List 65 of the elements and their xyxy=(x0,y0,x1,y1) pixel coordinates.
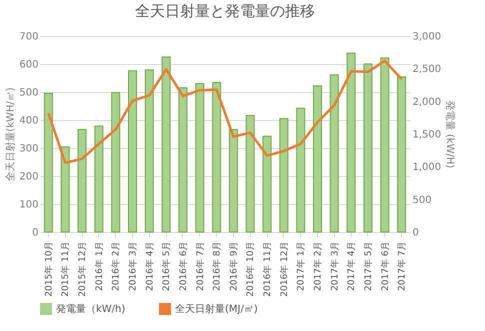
bar xyxy=(380,57,390,232)
x-tick-label: 2016年 6月 xyxy=(178,242,189,291)
y2-tick-label: 1,000 xyxy=(412,162,442,174)
y-tick-label: 600 xyxy=(19,60,38,70)
x-tick-label: 2016年 2月 xyxy=(110,242,122,291)
bar xyxy=(279,118,288,232)
x-tick-label: 2016年 4月 xyxy=(144,242,156,291)
bar xyxy=(346,52,356,232)
y2-tick-label: 2,000 xyxy=(412,96,442,108)
x-tick-label: 2016年 3月 xyxy=(128,242,138,291)
bar xyxy=(195,83,204,232)
line-series xyxy=(47,60,403,164)
x-tick-label: 2016年 1月 xyxy=(94,242,105,291)
x-tick-label: 2016年 11月 xyxy=(262,242,274,297)
legend-label: 全天日射量(MJ/㎡) xyxy=(175,303,258,315)
x-tick-label: 2017年 4月 xyxy=(346,242,358,291)
y2-tick-label: 3,000 xyxy=(412,32,442,42)
x-tick-label: 2015年 10月 xyxy=(43,242,54,297)
x-tick-label: 2016年 5月 xyxy=(161,242,172,291)
bar xyxy=(363,64,372,232)
bar xyxy=(144,69,154,232)
y-tick-label: 400 xyxy=(19,116,38,126)
x-tick-label: 2016年 8月 xyxy=(212,242,223,291)
legend-label: 発電量（kW/h) xyxy=(56,304,126,315)
y2-tick-label: 1,500 xyxy=(412,130,442,140)
y-tick-label: 0 xyxy=(32,228,38,238)
y2-axis-title: 発電量 (kW/H) xyxy=(444,100,456,168)
y-tick-label: 500 xyxy=(19,88,38,98)
y-axis-title: 全天日射量(kWH/㎡) xyxy=(4,87,16,182)
bar xyxy=(60,146,70,232)
bar xyxy=(296,108,306,232)
x-tick-label: 2015年 11月 xyxy=(60,242,72,297)
x-tick-label: 2017年 1月 xyxy=(296,242,307,291)
bar xyxy=(228,129,238,232)
x-tick-label: 2016年 12月 xyxy=(278,242,290,297)
x-tick-label: 2017年 3月 xyxy=(329,242,340,291)
bar xyxy=(178,87,188,232)
bar xyxy=(111,92,120,232)
x-tick-label: 2016年 7月 xyxy=(194,242,206,291)
bar xyxy=(78,129,87,232)
y-tick-label: 200 xyxy=(19,172,38,182)
y-tick-label: 700 xyxy=(19,32,38,42)
bar xyxy=(246,115,255,232)
x-tick-label: 2017年 7月 xyxy=(396,242,408,291)
x-tick-label: 2017年 6月 xyxy=(380,242,391,291)
bar xyxy=(313,85,322,232)
x-tick-label: 2016年 10月 xyxy=(245,242,256,297)
y-tick-label: 300 xyxy=(19,144,38,154)
y-tick-label: 100 xyxy=(19,200,38,210)
chart-title: 全天日射量と発電量の推移 xyxy=(135,2,315,20)
y2-tick-label: 0 xyxy=(412,228,419,238)
bar xyxy=(212,82,222,232)
x-tick-label: 2017年 2月 xyxy=(312,242,324,291)
x-tick-label: 2016年 9月 xyxy=(228,242,240,291)
x-tick-label: 2015年 12月 xyxy=(77,242,88,297)
bar xyxy=(330,74,339,232)
y2-tick-label: 2,500 xyxy=(412,64,442,76)
bar xyxy=(94,126,104,232)
y2-tick-label: 500 xyxy=(412,194,432,206)
bar xyxy=(128,70,137,232)
x-tick-label: 2017年 5月 xyxy=(362,242,374,291)
bar xyxy=(262,136,272,232)
bar xyxy=(397,76,406,232)
bar xyxy=(162,56,171,232)
bar xyxy=(44,92,53,232)
